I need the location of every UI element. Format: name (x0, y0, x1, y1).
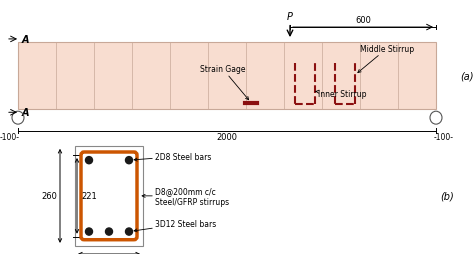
Text: Middle Stirrup: Middle Stirrup (358, 45, 414, 73)
Text: A: A (22, 35, 29, 45)
Text: Inner Stirrup: Inner Stirrup (315, 90, 366, 99)
Bar (18, 43, 436, 110)
Text: (a): (a) (460, 71, 474, 81)
Circle shape (85, 157, 92, 164)
Text: -100-: -100- (0, 132, 20, 141)
Text: (b): (b) (440, 191, 454, 201)
Circle shape (106, 228, 112, 235)
Text: 221: 221 (81, 192, 97, 201)
Text: D8@200mm c/c
Steel/GFRP stirrups: D8@200mm c/c Steel/GFRP stirrups (142, 186, 229, 206)
Text: P: P (287, 11, 293, 22)
Circle shape (126, 157, 133, 164)
Text: -100-: -100- (434, 132, 454, 141)
Text: 600: 600 (355, 16, 371, 25)
Text: 2000: 2000 (217, 132, 237, 141)
Circle shape (85, 228, 92, 235)
Text: 260: 260 (41, 192, 57, 201)
Text: 3D12 Steel bars: 3D12 Steel bars (134, 219, 216, 232)
Text: A: A (22, 108, 29, 118)
Text: 2D8 Steel bars: 2D8 Steel bars (134, 152, 211, 162)
Text: Strain Gage: Strain Gage (200, 65, 249, 100)
Bar (75, 146, 143, 246)
Circle shape (126, 228, 133, 235)
